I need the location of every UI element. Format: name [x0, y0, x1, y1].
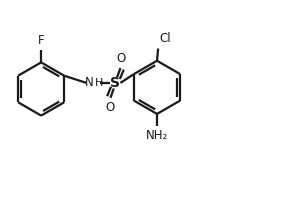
- Text: F: F: [38, 34, 45, 47]
- Text: O: O: [116, 52, 126, 65]
- Text: NH₂: NH₂: [146, 129, 168, 142]
- Text: Cl: Cl: [159, 32, 171, 45]
- Text: N: N: [85, 76, 93, 89]
- Text: H: H: [94, 78, 103, 88]
- Text: S: S: [110, 76, 120, 90]
- Text: O: O: [105, 101, 114, 114]
